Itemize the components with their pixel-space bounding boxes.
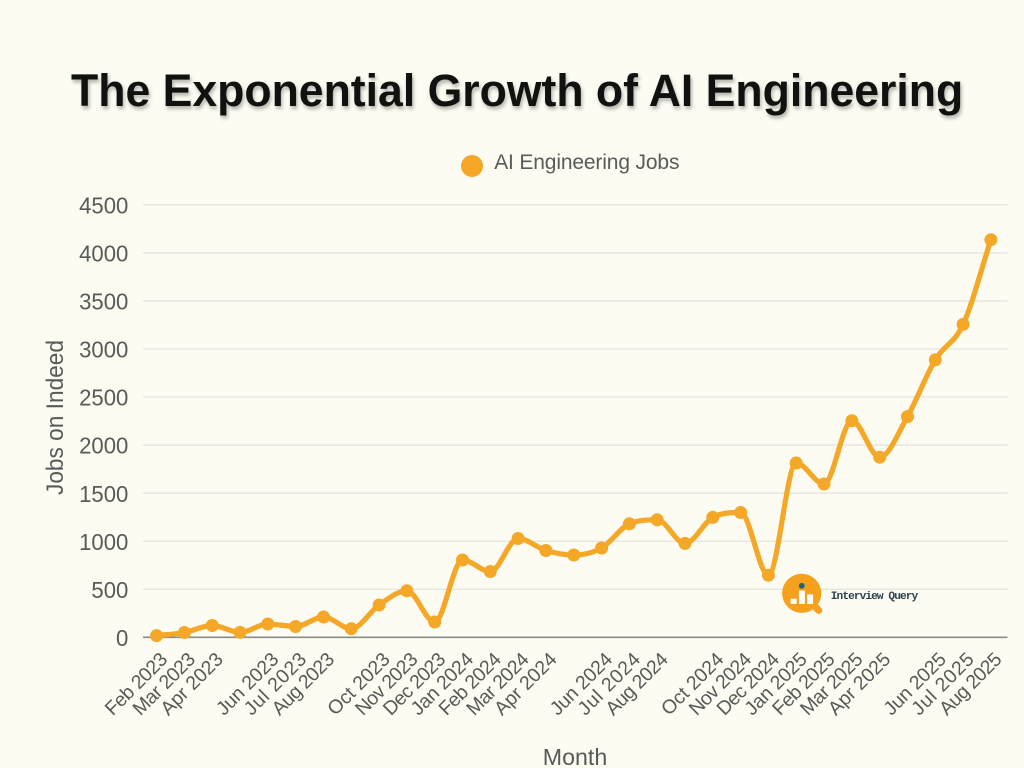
svg-text:1500: 1500 <box>79 481 128 507</box>
svg-text:3500: 3500 <box>79 289 128 315</box>
svg-text:0: 0 <box>116 625 128 651</box>
svg-text:2000: 2000 <box>79 433 128 459</box>
svg-text:4500: 4500 <box>79 192 128 218</box>
svg-text:500: 500 <box>91 577 128 603</box>
svg-text:Month: Month <box>543 744 608 768</box>
svg-text:4000: 4000 <box>79 241 128 267</box>
svg-text:2500: 2500 <box>79 385 128 411</box>
svg-text:1000: 1000 <box>79 529 128 555</box>
svg-text:3000: 3000 <box>79 337 128 363</box>
svg-text:Jobs on Indeed: Jobs on Indeed <box>42 340 69 495</box>
svg-text:Interview Query: Interview Query <box>831 591 919 603</box>
